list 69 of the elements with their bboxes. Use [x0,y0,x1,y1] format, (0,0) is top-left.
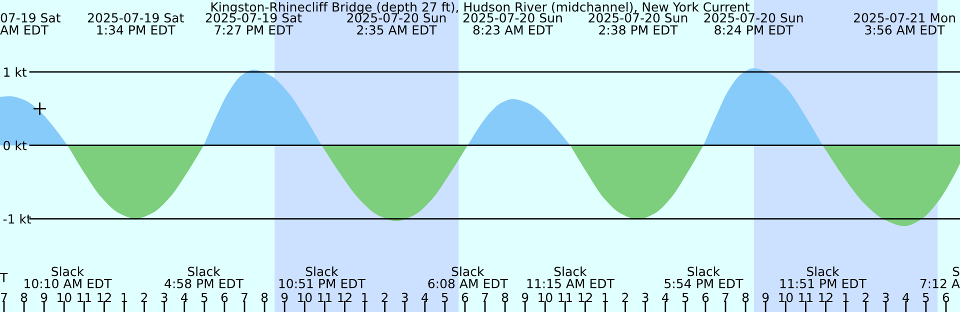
x-tick-label: 2 [382,292,388,302]
x-tick-label: 1 [362,292,368,302]
annotation: Slack 11:15 AM EDT [527,266,614,288]
y-tick-label: 0 kt [4,140,27,150]
x-tick-label: 5 [201,292,208,302]
annotation: S 7:12 A [920,266,960,288]
x-tick-label: 2 [622,292,628,302]
annotation: Slack 10:51 PM EDT [279,266,366,288]
x-tick-label: 1 [843,292,849,302]
annotation: Slack 6:08 AM EDT [428,266,508,288]
x-tick-label: 2 [862,292,869,302]
annotation: 2025-07-19 Sat 1:34 PM EDT [88,13,184,35]
annotation: 2025-07-20 Sun 2:35 AM EDT [347,13,446,35]
x-tick-label: 3 [882,292,889,302]
x-tick-label: 6 [221,292,228,302]
x-tick-label: 8 [20,292,28,302]
x-tick-label: 10 [538,292,552,302]
x-tick-label: 8 [742,292,749,302]
x-tick-label: 11 [318,292,332,302]
x-tick-label: 9 [40,292,48,302]
x-tick-label: 4 [902,292,910,302]
x-tick-label: 12 [578,292,592,302]
x-tick-label: 5 [682,292,688,302]
x-tick-label: 7 [242,292,248,302]
x-tick-label: 6 [462,292,468,302]
annotation: Slack 11:51 PM EDT [780,266,866,288]
x-tick-label: 3 [402,292,408,302]
x-tick-label: 3 [161,292,168,302]
x-tick-label: 10 [298,292,312,302]
annotation: Slack 4:58 PM EDT [164,266,244,288]
chart-title: Kingston-Rhinecliff Bridge (depth 27 ft), Hudson River (midchannel), New York Current [211,2,750,14]
annotation: Slack 10:10 AM EDT [24,266,112,288]
x-tick-label: 12 [338,292,352,302]
x-tick-label: 7 [482,292,488,302]
x-tick-label: 9 [281,292,288,302]
x-tick-label: 2 [141,292,148,302]
x-tick-label: 9 [522,292,528,302]
y-tick-label: -1 kt [3,214,32,224]
x-tick-label: 7 [1,292,7,302]
x-tick-label: 6 [942,292,950,302]
x-tick-label: 7 [722,292,728,302]
x-tick-label: 11 [799,292,812,302]
x-tick-label: 11 [78,292,91,302]
x-tick-label: 10 [779,292,793,302]
x-tick-label: 4 [422,292,428,302]
x-tick-label: 8 [261,292,268,302]
x-tick-label: 4 [662,292,669,302]
annotation: 2025-07-20 Sun 8:24 PM EDT [704,13,803,35]
x-tick-label: 9 [762,292,769,302]
annotation: 2025-07-21 Mon 3:56 AM EDT [854,13,955,35]
x-tick-label: 6 [702,292,709,302]
annotation: 07-19 Sat AM EDT [0,13,60,34]
x-tick-label: 8 [502,292,508,302]
y-tick-label: 1 kt [4,67,27,77]
annotation: 2025-07-20 Sun 8:23 AM EDT [463,13,562,35]
x-tick-label: 1 [122,292,128,302]
x-tick-label: 3 [642,292,648,302]
x-tick-label: 11 [558,292,572,302]
annotation: Slack 5:54 PM EDT [664,266,744,288]
x-tick-label: 5 [922,292,929,302]
annotation: 2025-07-20 Sun 2:38 PM EDT [588,13,688,35]
annotation: 2025-07-19 Sat 7:27 PM EDT [206,13,302,34]
annotation: T [0,272,8,282]
x-tick-label: 12 [98,292,111,302]
x-tick-label: 10 [58,292,72,302]
x-tick-label: 1 [602,292,608,302]
x-tick-label: 5 [442,292,448,302]
x-tick-label: 4 [181,292,188,302]
x-tick-label: 12 [819,292,832,302]
